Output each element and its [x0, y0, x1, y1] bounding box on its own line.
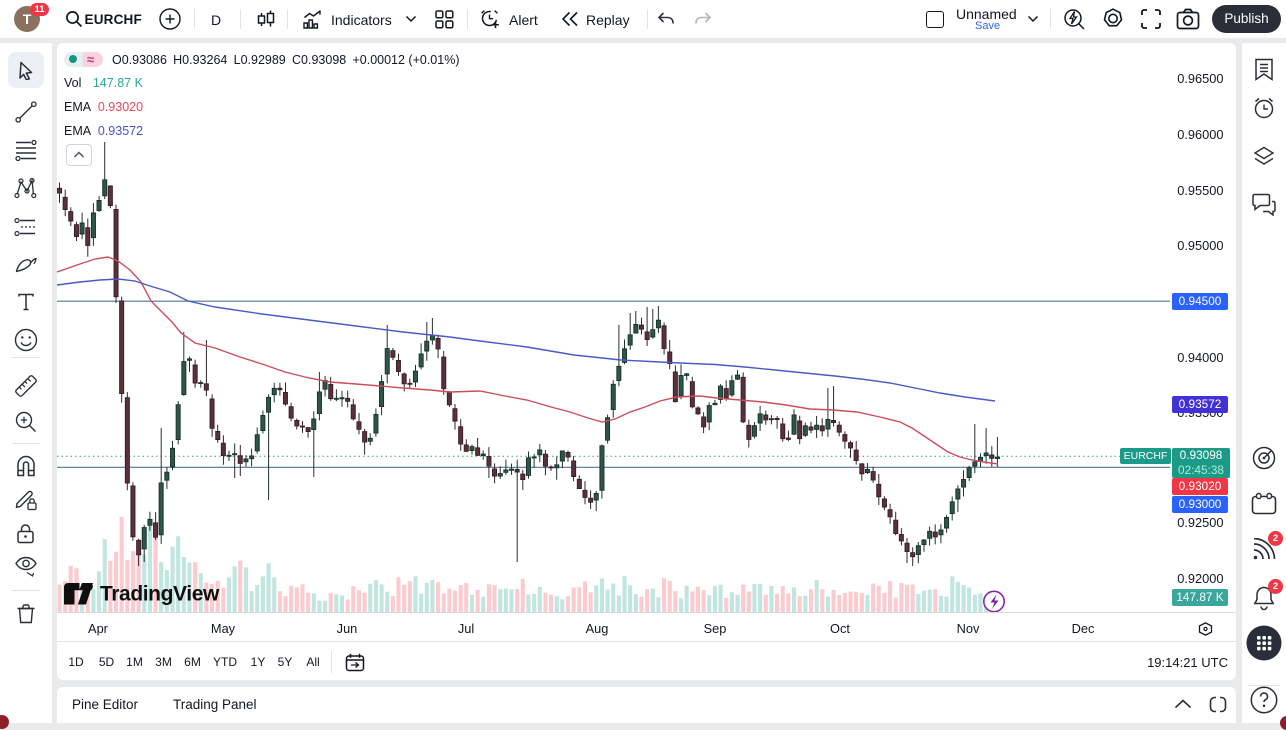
- svg-text:TradingView: TradingView: [100, 582, 220, 605]
